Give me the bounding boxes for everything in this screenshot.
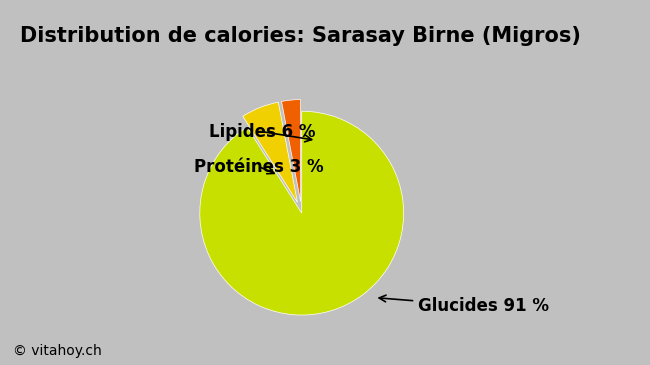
Text: © vitahoy.ch: © vitahoy.ch — [13, 344, 102, 358]
Text: Protéines 3 %: Protéines 3 % — [194, 158, 324, 176]
Text: Distribution de calories: Sarasay Birne (Migros): Distribution de calories: Sarasay Birne … — [20, 26, 580, 46]
Wedge shape — [243, 102, 298, 202]
Wedge shape — [200, 111, 404, 315]
Text: Glucides 91 %: Glucides 91 % — [379, 295, 549, 315]
Text: Lipides 6 %: Lipides 6 % — [209, 123, 315, 142]
Wedge shape — [281, 100, 300, 201]
